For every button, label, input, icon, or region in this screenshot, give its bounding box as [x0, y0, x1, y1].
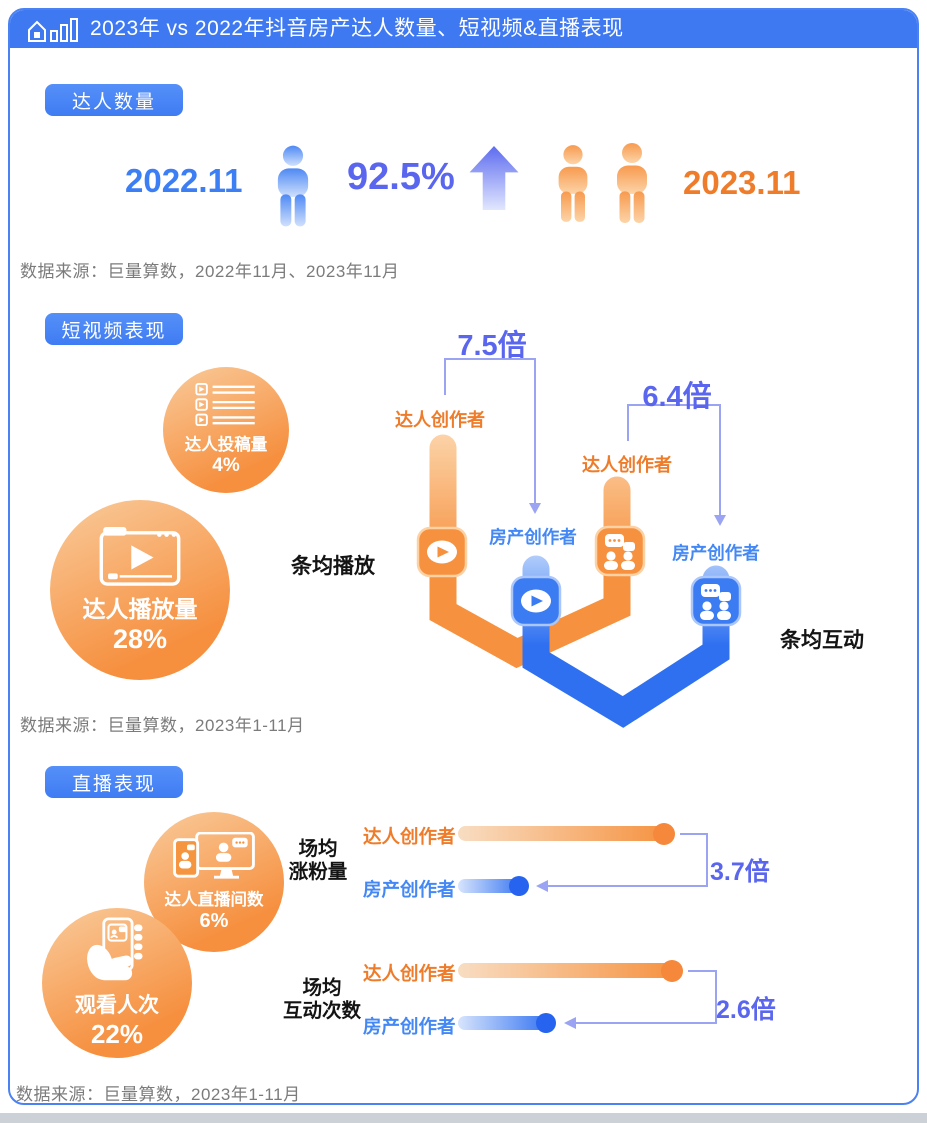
source-live: 数据来源：巨量算数，2023年1-11月 [16, 1085, 301, 1104]
bubble-label: 达人直播间数 [164, 890, 264, 909]
multiple-fans: 3.7倍 [710, 858, 770, 886]
multiple-interact: 6.4倍 [642, 381, 712, 413]
video-player-icon [99, 526, 181, 586]
bar-creator-b-interactions [458, 1013, 556, 1033]
creator-a-play-label: 达人创作者 [395, 410, 485, 430]
bubble-value: 4% [212, 455, 240, 476]
creator-b-interactions-label: 房产创作者 [363, 1016, 456, 1037]
live-devices-icon [173, 831, 255, 879]
post-list-icon [195, 383, 255, 427]
tag-short-video: 短视频表现 [45, 313, 183, 345]
bar-creator-a-fans [458, 822, 675, 845]
bubble-value: 22% [90, 1018, 144, 1049]
house-chart-icon [28, 18, 78, 42]
creator-b-fans-label: 房产创作者 [363, 879, 456, 900]
person-icon-orange-2 [617, 143, 647, 223]
bubble-label: 观看人次 [75, 993, 159, 1017]
creator-a-fans-label: 达人创作者 [363, 826, 456, 847]
tag-creator-count: 达人数量 [45, 84, 183, 116]
creator-b-play-label: 房产创作者 [489, 527, 577, 547]
source-short-video: 数据来源：巨量算数，2023年1-11月 [20, 716, 305, 735]
bubble-value: 28% [112, 623, 168, 654]
bar-creator-b-fans [458, 876, 529, 896]
bubble-value: 6% [199, 909, 229, 932]
source-creator-count: 数据来源：巨量算数，2022年11月、2023年11月 [20, 262, 400, 281]
metric-fans-label: 场均 涨粉量 [288, 838, 348, 883]
stat-bubble-viewers: 观看人次 22% [42, 908, 192, 1058]
year-left: 2022.11 [125, 162, 243, 199]
tag-live: 直播表现 [45, 766, 183, 798]
creator-b-interact-label: 房产创作者 [672, 543, 760, 563]
up-arrow-icon [469, 146, 519, 210]
metric-interactions-label: 场均 互动次数 [282, 977, 362, 1022]
year-right: 2023.11 [683, 164, 801, 201]
creator-a-interactions-label: 达人创作者 [363, 963, 456, 984]
stat-bubble-play-share: 达人播放量 28% [50, 500, 230, 680]
creator-a-interact-label: 达人创作者 [582, 455, 672, 475]
metric-interact-label: 条均互动 [780, 629, 864, 652]
multiple-play: 7.5倍 [457, 330, 527, 362]
header-bar: 2023年 vs 2022年抖音房产达人数量、短视频&直播表现 [10, 10, 917, 48]
person-icon-orange-1 [558, 145, 588, 222]
page-title: 2023年 vs 2022年抖音房产达人数量、短视频&直播表现 [90, 17, 624, 40]
stat-bubble-post-share: 达人投稿量 4% [163, 367, 289, 493]
growth-value: 92.5% [347, 156, 455, 198]
metric-play-label: 条均播放 [291, 555, 375, 578]
bubble-label: 达人投稿量 [184, 436, 268, 454]
multiple-interactions: 2.6倍 [716, 996, 776, 1024]
bar-creator-a-interactions [458, 959, 683, 982]
bubble-label: 达人播放量 [82, 595, 198, 622]
page-bottom-strip [0, 1113, 927, 1123]
hand-phone-icon [87, 916, 143, 980]
person-icon-blue [277, 145, 309, 227]
